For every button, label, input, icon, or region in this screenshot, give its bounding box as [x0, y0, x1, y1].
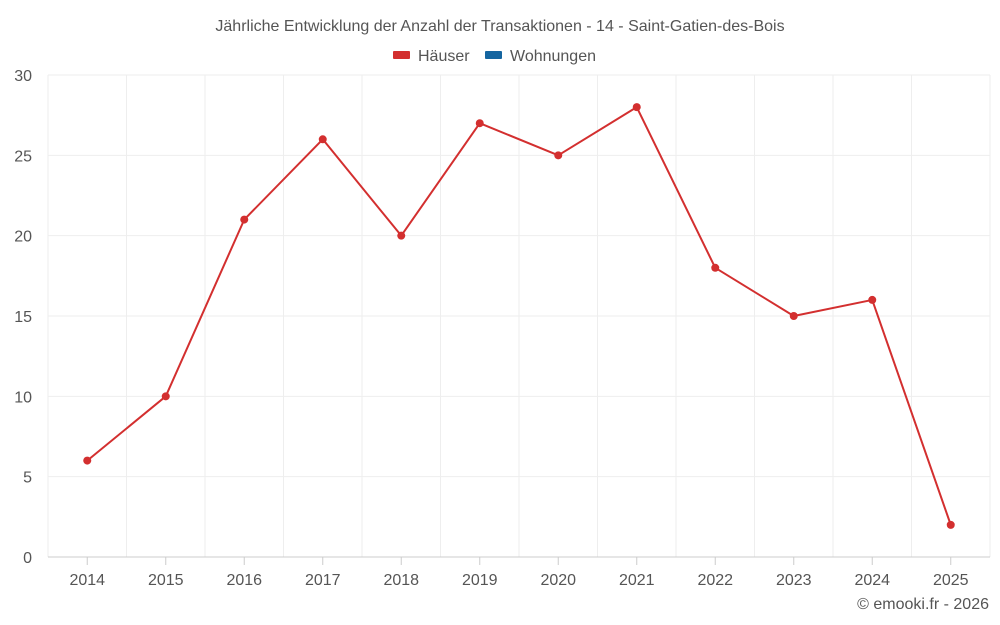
legend-swatch-wohnungen — [485, 51, 502, 59]
y-tick-label: 20 — [14, 229, 32, 246]
y-tick-label: 25 — [14, 148, 32, 165]
x-tick-label: 2016 — [226, 572, 262, 589]
y-tick-label: 30 — [14, 68, 32, 85]
grid — [47, 74, 991, 558]
data-point[interactable] — [475, 119, 484, 128]
y-tick-label: 5 — [23, 470, 32, 487]
x-axis-tick-labels: 2014 2015 2016 2017 2018 2019 2020 2021 2022 2023… — [69, 557, 969, 589]
series-layer — [83, 103, 955, 529]
data-point[interactable] — [240, 215, 249, 224]
data-point[interactable] — [946, 520, 955, 529]
x-tick-label: 2021 — [619, 572, 655, 589]
x-tick-label: 2015 — [148, 572, 184, 589]
legend: Häuser Wohnungen — [393, 48, 596, 65]
data-point[interactable] — [632, 103, 641, 112]
x-tick-label: 2019 — [462, 572, 498, 589]
x-tick-label: 2025 — [933, 572, 969, 589]
legend-item-wohnungen[interactable]: Wohnungen — [485, 48, 596, 65]
data-point[interactable] — [318, 135, 327, 144]
x-tick-label: 2017 — [305, 572, 341, 589]
data-point[interactable] — [711, 263, 720, 272]
y-tick-label: 15 — [14, 309, 32, 326]
legend-label-haeuser: Häuser — [418, 48, 470, 65]
legend-label-wohnungen: Wohnungen — [510, 48, 596, 65]
legend-swatch-haeuser — [393, 51, 410, 59]
chart-title: Jährliche Entwicklung der Anzahl der Tra… — [215, 18, 784, 35]
x-tick-label: 2020 — [540, 572, 576, 589]
data-point[interactable] — [161, 392, 170, 401]
y-tick-label: 0 — [23, 550, 32, 567]
credit-text: © emooki.fr - 2026 — [857, 596, 989, 613]
series-line-0 — [86, 106, 952, 526]
x-tick-label: 2023 — [776, 572, 812, 589]
x-tick-label: 2022 — [697, 572, 733, 589]
data-point[interactable] — [83, 456, 92, 465]
y-axis-tick-labels: 0 5 10 15 20 25 30 — [14, 68, 32, 567]
data-point[interactable] — [554, 151, 563, 160]
x-tick-label: 2014 — [69, 572, 105, 589]
data-point[interactable] — [789, 312, 798, 320]
y-tick-label: 10 — [14, 389, 32, 406]
data-point[interactable] — [397, 231, 406, 240]
x-tick-label: 2024 — [854, 572, 890, 589]
legend-item-haeuser[interactable]: Häuser — [393, 48, 470, 65]
x-tick-label: 2018 — [383, 572, 419, 589]
data-point[interactable] — [868, 295, 877, 304]
